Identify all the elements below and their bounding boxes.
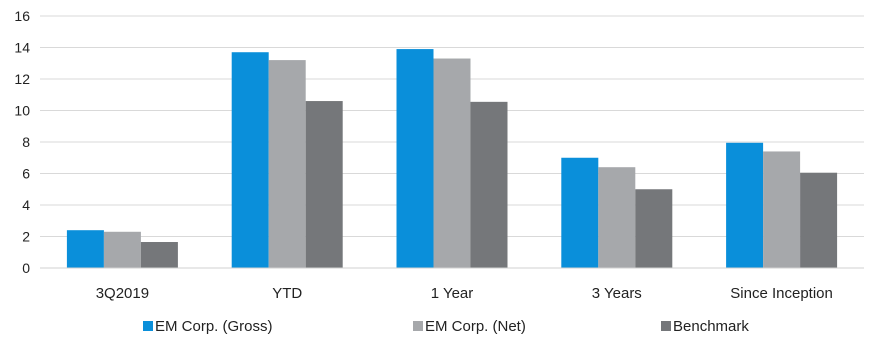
y-tick-label: 6 [22, 166, 30, 182]
y-tick-label: 2 [22, 229, 30, 245]
legend-label: Benchmark [673, 318, 749, 335]
y-tick-label: 12 [14, 71, 30, 87]
y-tick-label: 10 [14, 103, 30, 119]
legend: EM Corp. (Gross) EM Corp. (Net) Benchmark [143, 318, 749, 335]
bars [66, 49, 838, 269]
bar-em-corp-net-since-inception [763, 151, 801, 268]
y-tick-label: 8 [22, 134, 30, 150]
bar-em-corp-net-3-years [598, 167, 636, 268]
legend-label: EM Corp. (Net) [425, 318, 526, 335]
x-tick-label: 3 Years [592, 285, 642, 302]
legend-label: EM Corp. (Gross) [155, 318, 273, 335]
bar-benchmark-ytd [305, 101, 343, 268]
x-tick-label: 3Q2019 [96, 285, 149, 302]
bar-em-corp-gross-3q2019 [66, 230, 104, 268]
bar-benchmark-3-years [635, 189, 673, 268]
x-tick-label: YTD [272, 285, 302, 302]
bar-em-corp-gross-since-inception [726, 142, 764, 268]
bar-em-corp-net-3q2019 [103, 231, 141, 268]
y-tick-label: 16 [14, 8, 30, 24]
y-axis-ticks: 0 2 4 6 8 10 12 14 16 [14, 8, 30, 276]
bar-em-corp-gross-3-years [561, 157, 599, 268]
legend-swatch [143, 321, 153, 331]
x-tick-label: 1 Year [431, 285, 474, 302]
legend-swatch [413, 321, 423, 331]
bar-em-corp-gross-1-year [396, 49, 434, 269]
bar-em-corp-net-1-year [433, 58, 471, 269]
bar-em-corp-net-ytd [268, 60, 306, 268]
y-tick-label: 0 [22, 260, 30, 276]
bar-benchmark-since-inception [800, 172, 838, 268]
y-tick-label: 14 [14, 40, 30, 56]
y-tick-label: 4 [22, 197, 30, 213]
x-tick-label: Since Inception [730, 285, 833, 302]
legend-swatch [661, 321, 671, 331]
bar-benchmark-1-year [470, 101, 508, 269]
bar-benchmark-3q2019 [140, 242, 178, 268]
bar-em-corp-gross-ytd [231, 52, 269, 268]
x-axis-labels: 3Q2019 YTD 1 Year 3 Years Since Inception [96, 285, 833, 302]
